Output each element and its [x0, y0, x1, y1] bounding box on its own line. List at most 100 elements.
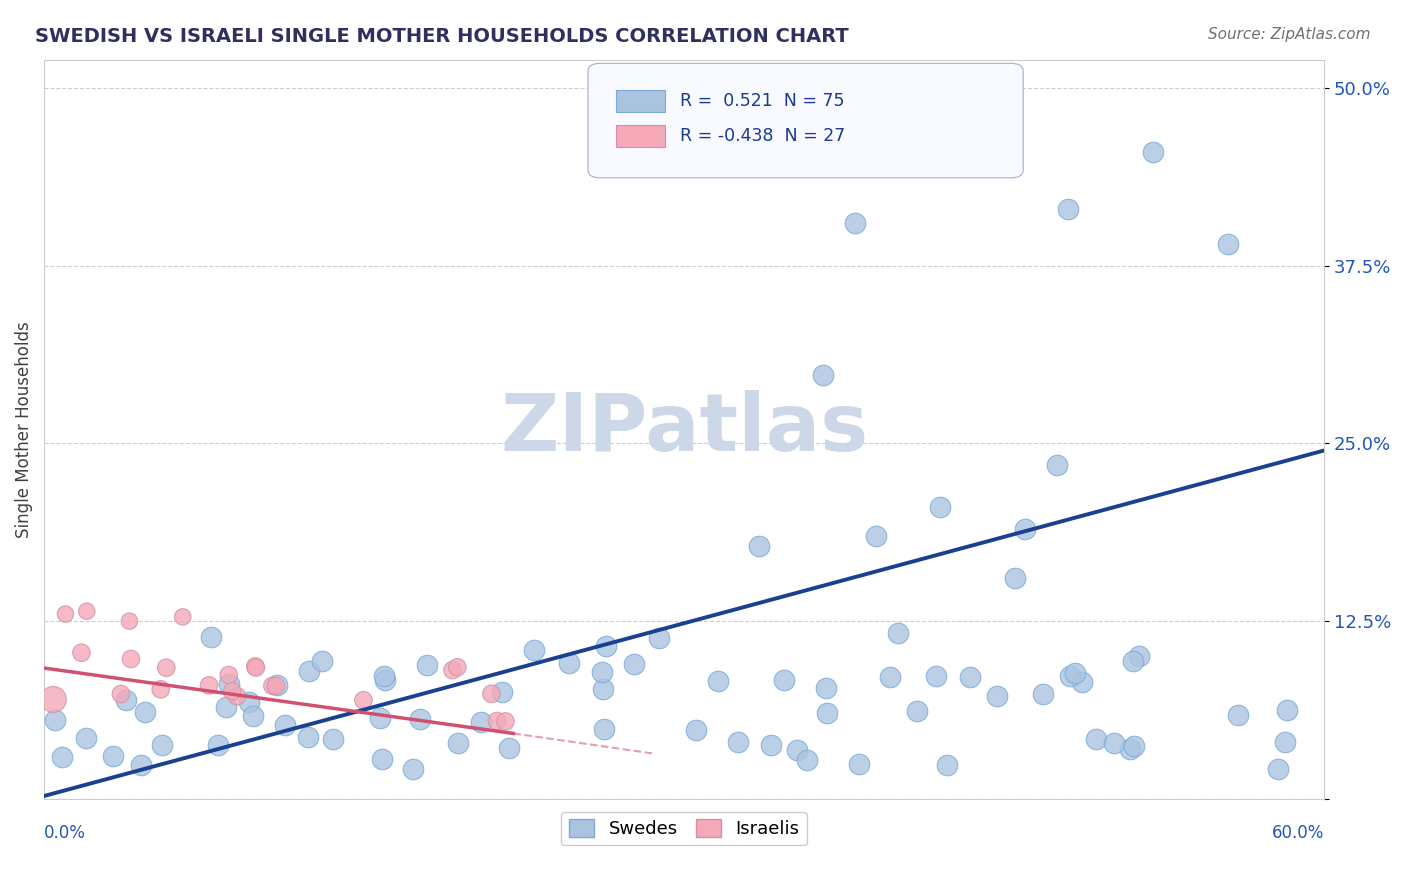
- Text: R =  0.521  N = 75: R = 0.521 N = 75: [681, 92, 845, 110]
- Point: [1004, 572, 1026, 586]
- Point: [374, 673, 396, 688]
- Point: [311, 654, 333, 668]
- Point: [245, 659, 267, 673]
- Point: [402, 762, 425, 776]
- Point: [1064, 666, 1087, 681]
- Point: [134, 705, 156, 719]
- Point: [374, 673, 396, 688]
- Point: [1122, 739, 1144, 753]
- Point: [936, 758, 959, 772]
- Point: [218, 677, 240, 691]
- Point: [297, 731, 319, 745]
- Point: [134, 705, 156, 719]
- Point: [441, 663, 464, 677]
- Point: [761, 738, 783, 752]
- Point: [593, 722, 616, 736]
- Point: [959, 670, 981, 684]
- Point: [129, 758, 152, 772]
- Point: [215, 699, 238, 714]
- Point: [266, 678, 288, 692]
- Point: [238, 695, 260, 709]
- Point: [409, 712, 432, 726]
- Point: [155, 661, 177, 675]
- Point: [218, 677, 240, 691]
- Point: [1071, 674, 1094, 689]
- Point: [623, 657, 645, 671]
- Point: [1102, 736, 1125, 750]
- Point: [498, 741, 520, 756]
- Point: [75, 731, 97, 745]
- Point: [595, 639, 617, 653]
- Point: [245, 660, 267, 674]
- Point: [352, 693, 374, 707]
- Point: [1274, 735, 1296, 749]
- Point: [1267, 762, 1289, 776]
- Point: [848, 757, 870, 772]
- Point: [242, 709, 264, 723]
- Text: 0.0%: 0.0%: [44, 824, 86, 842]
- Point: [198, 678, 221, 692]
- Point: [1119, 742, 1142, 756]
- Point: [1085, 732, 1108, 747]
- Y-axis label: Single Mother Households: Single Mother Households: [15, 321, 32, 538]
- Point: [470, 715, 492, 730]
- Point: [42, 692, 65, 706]
- Point: [707, 674, 730, 689]
- Point: [1064, 666, 1087, 681]
- Point: [1142, 145, 1164, 159]
- Point: [929, 500, 952, 515]
- Point: [207, 738, 229, 752]
- Point: [298, 664, 321, 678]
- Point: [266, 678, 288, 692]
- Point: [685, 723, 707, 738]
- Point: [523, 642, 546, 657]
- Point: [1128, 649, 1150, 664]
- Point: [373, 669, 395, 683]
- Point: [1122, 654, 1144, 668]
- Point: [44, 713, 66, 727]
- Point: [402, 762, 425, 776]
- Point: [865, 529, 887, 543]
- Point: [592, 682, 614, 697]
- Point: [238, 695, 260, 709]
- Point: [591, 665, 613, 680]
- Point: [959, 670, 981, 684]
- Text: R = -0.438  N = 27: R = -0.438 N = 27: [681, 127, 845, 145]
- Point: [905, 704, 928, 718]
- Point: [110, 687, 132, 701]
- Point: [373, 669, 395, 683]
- Point: [648, 631, 671, 645]
- Point: [592, 682, 614, 697]
- Point: [274, 718, 297, 732]
- Point: [297, 731, 319, 745]
- Point: [498, 741, 520, 756]
- Text: ZIPatlas: ZIPatlas: [501, 390, 868, 468]
- Point: [1046, 458, 1069, 472]
- Point: [298, 664, 321, 678]
- Point: [773, 673, 796, 687]
- Point: [648, 631, 671, 645]
- Point: [129, 758, 152, 772]
- Point: [322, 731, 344, 746]
- Point: [485, 714, 508, 728]
- Point: [986, 690, 1008, 704]
- Point: [1267, 762, 1289, 776]
- Point: [523, 642, 546, 657]
- Point: [1102, 736, 1125, 750]
- Point: [51, 750, 73, 764]
- Point: [371, 752, 394, 766]
- Point: [1122, 654, 1144, 668]
- Point: [118, 614, 141, 628]
- Point: [748, 539, 770, 553]
- Point: [811, 368, 834, 383]
- Point: [221, 684, 243, 698]
- Point: [879, 669, 901, 683]
- Point: [1057, 202, 1080, 216]
- Point: [1032, 687, 1054, 701]
- Point: [51, 750, 73, 764]
- Point: [1142, 145, 1164, 159]
- Point: [844, 216, 866, 230]
- Point: [1046, 458, 1069, 472]
- Point: [887, 626, 910, 640]
- Point: [226, 690, 249, 704]
